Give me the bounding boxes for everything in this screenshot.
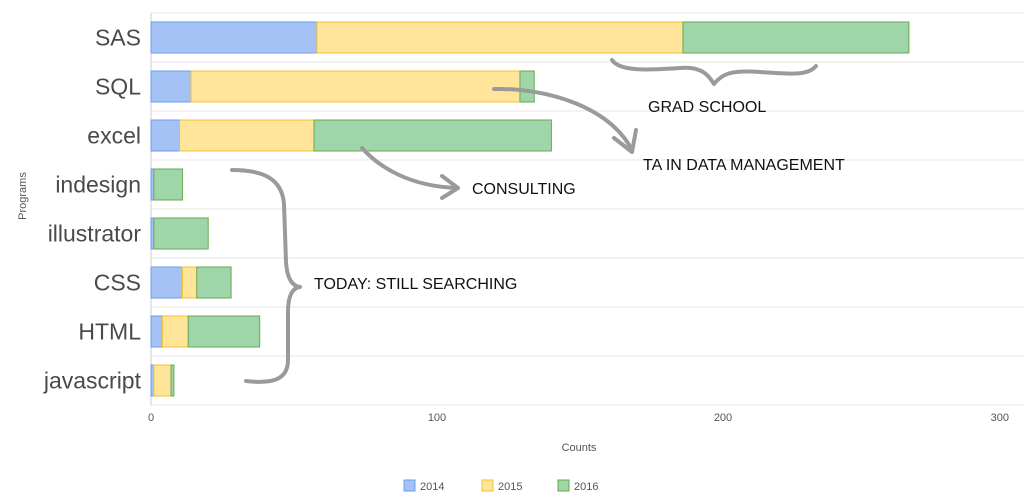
legend-label: 2016 xyxy=(574,481,598,493)
bar-segment xyxy=(313,119,552,152)
x-tick-label: 100 xyxy=(428,412,446,424)
bar-segment xyxy=(153,217,209,250)
bar-segment xyxy=(153,364,172,397)
annotation-grad-school: GRAD SCHOOL xyxy=(610,58,818,116)
x-tick-label: 0 xyxy=(148,412,154,424)
bar-segment xyxy=(179,119,315,152)
category-label: SAS xyxy=(95,25,141,51)
bar-segment xyxy=(196,266,232,299)
bar-segment xyxy=(150,70,192,103)
bar-segment xyxy=(682,21,910,54)
category-label: indesign xyxy=(55,172,141,198)
bar-segment xyxy=(181,266,198,299)
today-brace xyxy=(230,168,302,384)
bar-segment xyxy=(316,21,684,54)
legend-swatch xyxy=(557,479,570,492)
bar-segment xyxy=(150,119,181,152)
category-label: CSS xyxy=(94,270,141,296)
annotation-today: TODAY: STILL SEARCHING xyxy=(230,168,517,384)
legend-swatch xyxy=(481,479,494,492)
consulting-arrow xyxy=(360,146,458,190)
category-label: javascript xyxy=(43,368,142,394)
consulting-arrow-head xyxy=(440,174,460,200)
legend-label: 2015 xyxy=(498,481,522,493)
legend-swatch xyxy=(403,479,416,492)
legend-label: 2014 xyxy=(420,481,444,493)
x-tick-labels: 0 100 200 300 xyxy=(148,412,1009,424)
bar-segment xyxy=(150,266,183,299)
x-tick-label: 200 xyxy=(714,412,732,424)
grad-school-brace xyxy=(610,58,818,86)
annotation-ta: TA IN DATA MANAGEMENT xyxy=(492,86,845,174)
y-axis-title: Programs xyxy=(17,172,29,220)
bar-segment xyxy=(161,315,189,348)
bar-segment xyxy=(187,315,261,348)
ta-label: TA IN DATA MANAGEMENT xyxy=(643,157,845,174)
legend: 2014 2015 2016 xyxy=(403,479,598,493)
bar-segment xyxy=(190,70,521,103)
category-label: HTML xyxy=(78,319,141,345)
gridlines xyxy=(150,12,1024,406)
annotation-consulting: CONSULTING xyxy=(360,146,576,200)
category-labels: SAS SQL excel indesign illustrator CSS HTML jav… xyxy=(43,25,142,394)
category-label: SQL xyxy=(95,74,141,100)
x-tick-label: 300 xyxy=(991,412,1009,424)
bar-segment xyxy=(150,315,163,348)
grad-school-label: GRAD SCHOOL xyxy=(648,99,766,116)
today-label: TODAY: STILL SEARCHING xyxy=(314,276,517,293)
bar-segment xyxy=(150,21,318,54)
consulting-label: CONSULTING xyxy=(472,181,576,198)
bar-segment xyxy=(170,364,175,397)
x-axis-title: Counts xyxy=(562,442,597,454)
bar-segment xyxy=(519,70,535,103)
category-label: illustrator xyxy=(48,221,142,247)
ta-arrow xyxy=(492,86,634,152)
ta-arrow-head xyxy=(612,128,638,154)
bars xyxy=(150,21,910,397)
bar-segment xyxy=(153,168,183,201)
category-label: excel xyxy=(87,123,141,149)
